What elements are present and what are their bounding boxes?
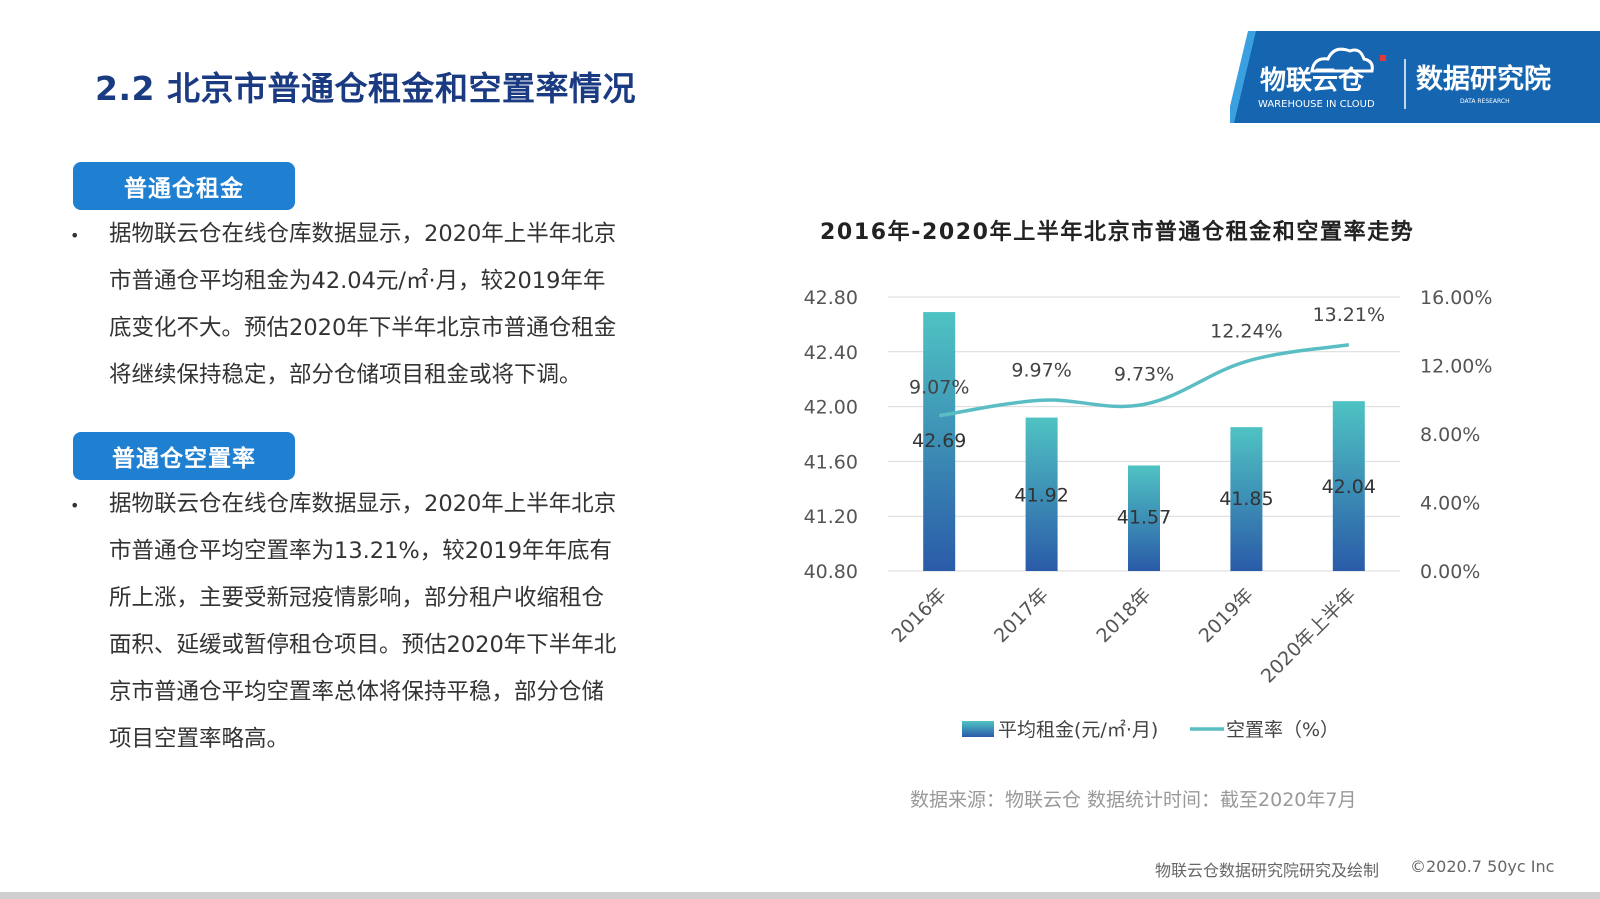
x-axis-tick: 2020年上半年: [1257, 584, 1360, 687]
page-title: 2.2 北京市普通仓租金和空置率情况: [95, 69, 636, 108]
rent-data-label: 41.57: [1117, 507, 1171, 529]
right-axis-tick: 8.00%: [1420, 424, 1480, 446]
bar: [1025, 417, 1058, 571]
vacancy-line: 市普通仓平均空置率为13.21%，较2019年年底有: [109, 538, 613, 564]
vacancy-line: 面积、延缓或暂停租仓项目。预估2020年下半年北: [109, 632, 617, 658]
logo-right-sub: DATA RESEARCH: [1460, 98, 1510, 105]
right-axis-tick: 16.00%: [1420, 287, 1492, 309]
logo-sub: WAREHOUSE IN CLOUD: [1258, 99, 1375, 110]
vacancy-line: 项目空置率略高。: [109, 726, 290, 752]
rent-line: 将继续保持稳定，部分仓储项目租金或将下调。: [109, 362, 582, 388]
bar: [923, 312, 956, 571]
bar: [1230, 427, 1263, 571]
rent-paragraph: 据物联云仓在线仓库数据显示，2020年上半年北京 市普通仓平均租金为42.04元…: [109, 211, 689, 399]
left-axis-tick: 40.80: [804, 561, 858, 583]
legend-bar-label: 平均租金(元/㎡·月): [998, 718, 1158, 741]
logo-brand: 物联云仓: [1260, 65, 1365, 96]
legend-bar-swatch: [962, 721, 994, 737]
left-axis-tick: 42.40: [804, 342, 858, 364]
x-axis-tick: 2017年: [990, 584, 1053, 647]
rent-data-label: 41.92: [1014, 485, 1068, 507]
vacancy-data-label: 9.07%: [909, 377, 969, 399]
footer-credit: 物联云仓数据研究院研究及绘制: [1155, 861, 1380, 880]
right-axis-tick: 12.00%: [1420, 356, 1492, 378]
rent-section-badge: 普通仓租金: [73, 162, 295, 210]
rent-data-label: 42.69: [912, 430, 966, 452]
chart-title: 2016年-2020年上半年北京市普通仓租金和空置率走势: [820, 220, 1415, 245]
vacancy-line: [938, 343, 1350, 418]
rent-line: 据物联云仓在线仓库数据显示，2020年上半年北京: [109, 221, 617, 247]
vacancy-data-label: 9.73%: [1114, 363, 1174, 385]
left-axis-tick: 42.80: [804, 287, 858, 309]
x-axis-tick: 2016年: [888, 584, 951, 647]
rent-data-label: 41.85: [1219, 488, 1273, 510]
legend-line-label: 空置率（%）: [1226, 719, 1339, 741]
bottom-bar: [0, 892, 1600, 899]
vacancy-data-label: 9.97%: [1011, 359, 1071, 381]
data-source-note: 数据来源：物联云仓 数据统计时间：截至2020年7月: [910, 789, 1357, 811]
left-axis-tick: 41.20: [804, 506, 858, 528]
bullet-dot: •: [70, 226, 80, 245]
left-axis-tick: 41.60: [804, 451, 858, 473]
right-axis-tick: 4.00%: [1420, 493, 1480, 515]
vacancy-section-badge: 普通仓空置率: [73, 432, 295, 480]
logo-background: [1230, 31, 1600, 123]
brand-logo: 物联云仓 WAREHOUSE IN CLOUD 数据研究院 DATA RESEA…: [1230, 31, 1600, 123]
vacancy-line: 据物联云仓在线仓库数据显示，2020年上半年北京: [109, 491, 617, 517]
rent-data-label: 42.04: [1322, 476, 1376, 498]
vacancy-paragraph: 据物联云仓在线仓库数据显示，2020年上半年北京 市普通仓平均空置率为13.21…: [109, 481, 689, 763]
x-axis-tick: 2018年: [1092, 584, 1155, 647]
right-axis-tick: 0.00%: [1420, 561, 1480, 583]
vacancy-line: 京市普通仓平均空置率总体将保持平稳，部分仓储: [109, 679, 605, 705]
rent-line: 市普通仓平均租金为42.04元/㎡·月，较2019年年: [109, 268, 606, 294]
vacancy-line: 所上涨，主要受新冠疫情影响，部分租户收缩租仓: [109, 585, 605, 611]
vacancy-data-label: 13.21%: [1313, 304, 1385, 326]
footer-copyright: ©2020.7 50yc Inc: [1410, 857, 1555, 876]
cloud-icon: [1310, 47, 1374, 73]
x-axis-tick: 2019年: [1195, 584, 1258, 647]
logo-right: 数据研究院: [1416, 63, 1551, 95]
bar: [1332, 401, 1365, 571]
rent-line: 底变化不大。预估2020年下半年北京市普通仓租金: [109, 315, 617, 341]
bullet-dot: •: [70, 496, 80, 515]
vacancy-data-label: 12.24%: [1210, 320, 1282, 342]
bar: [1128, 465, 1160, 571]
left-axis-tick: 42.00: [804, 397, 858, 419]
